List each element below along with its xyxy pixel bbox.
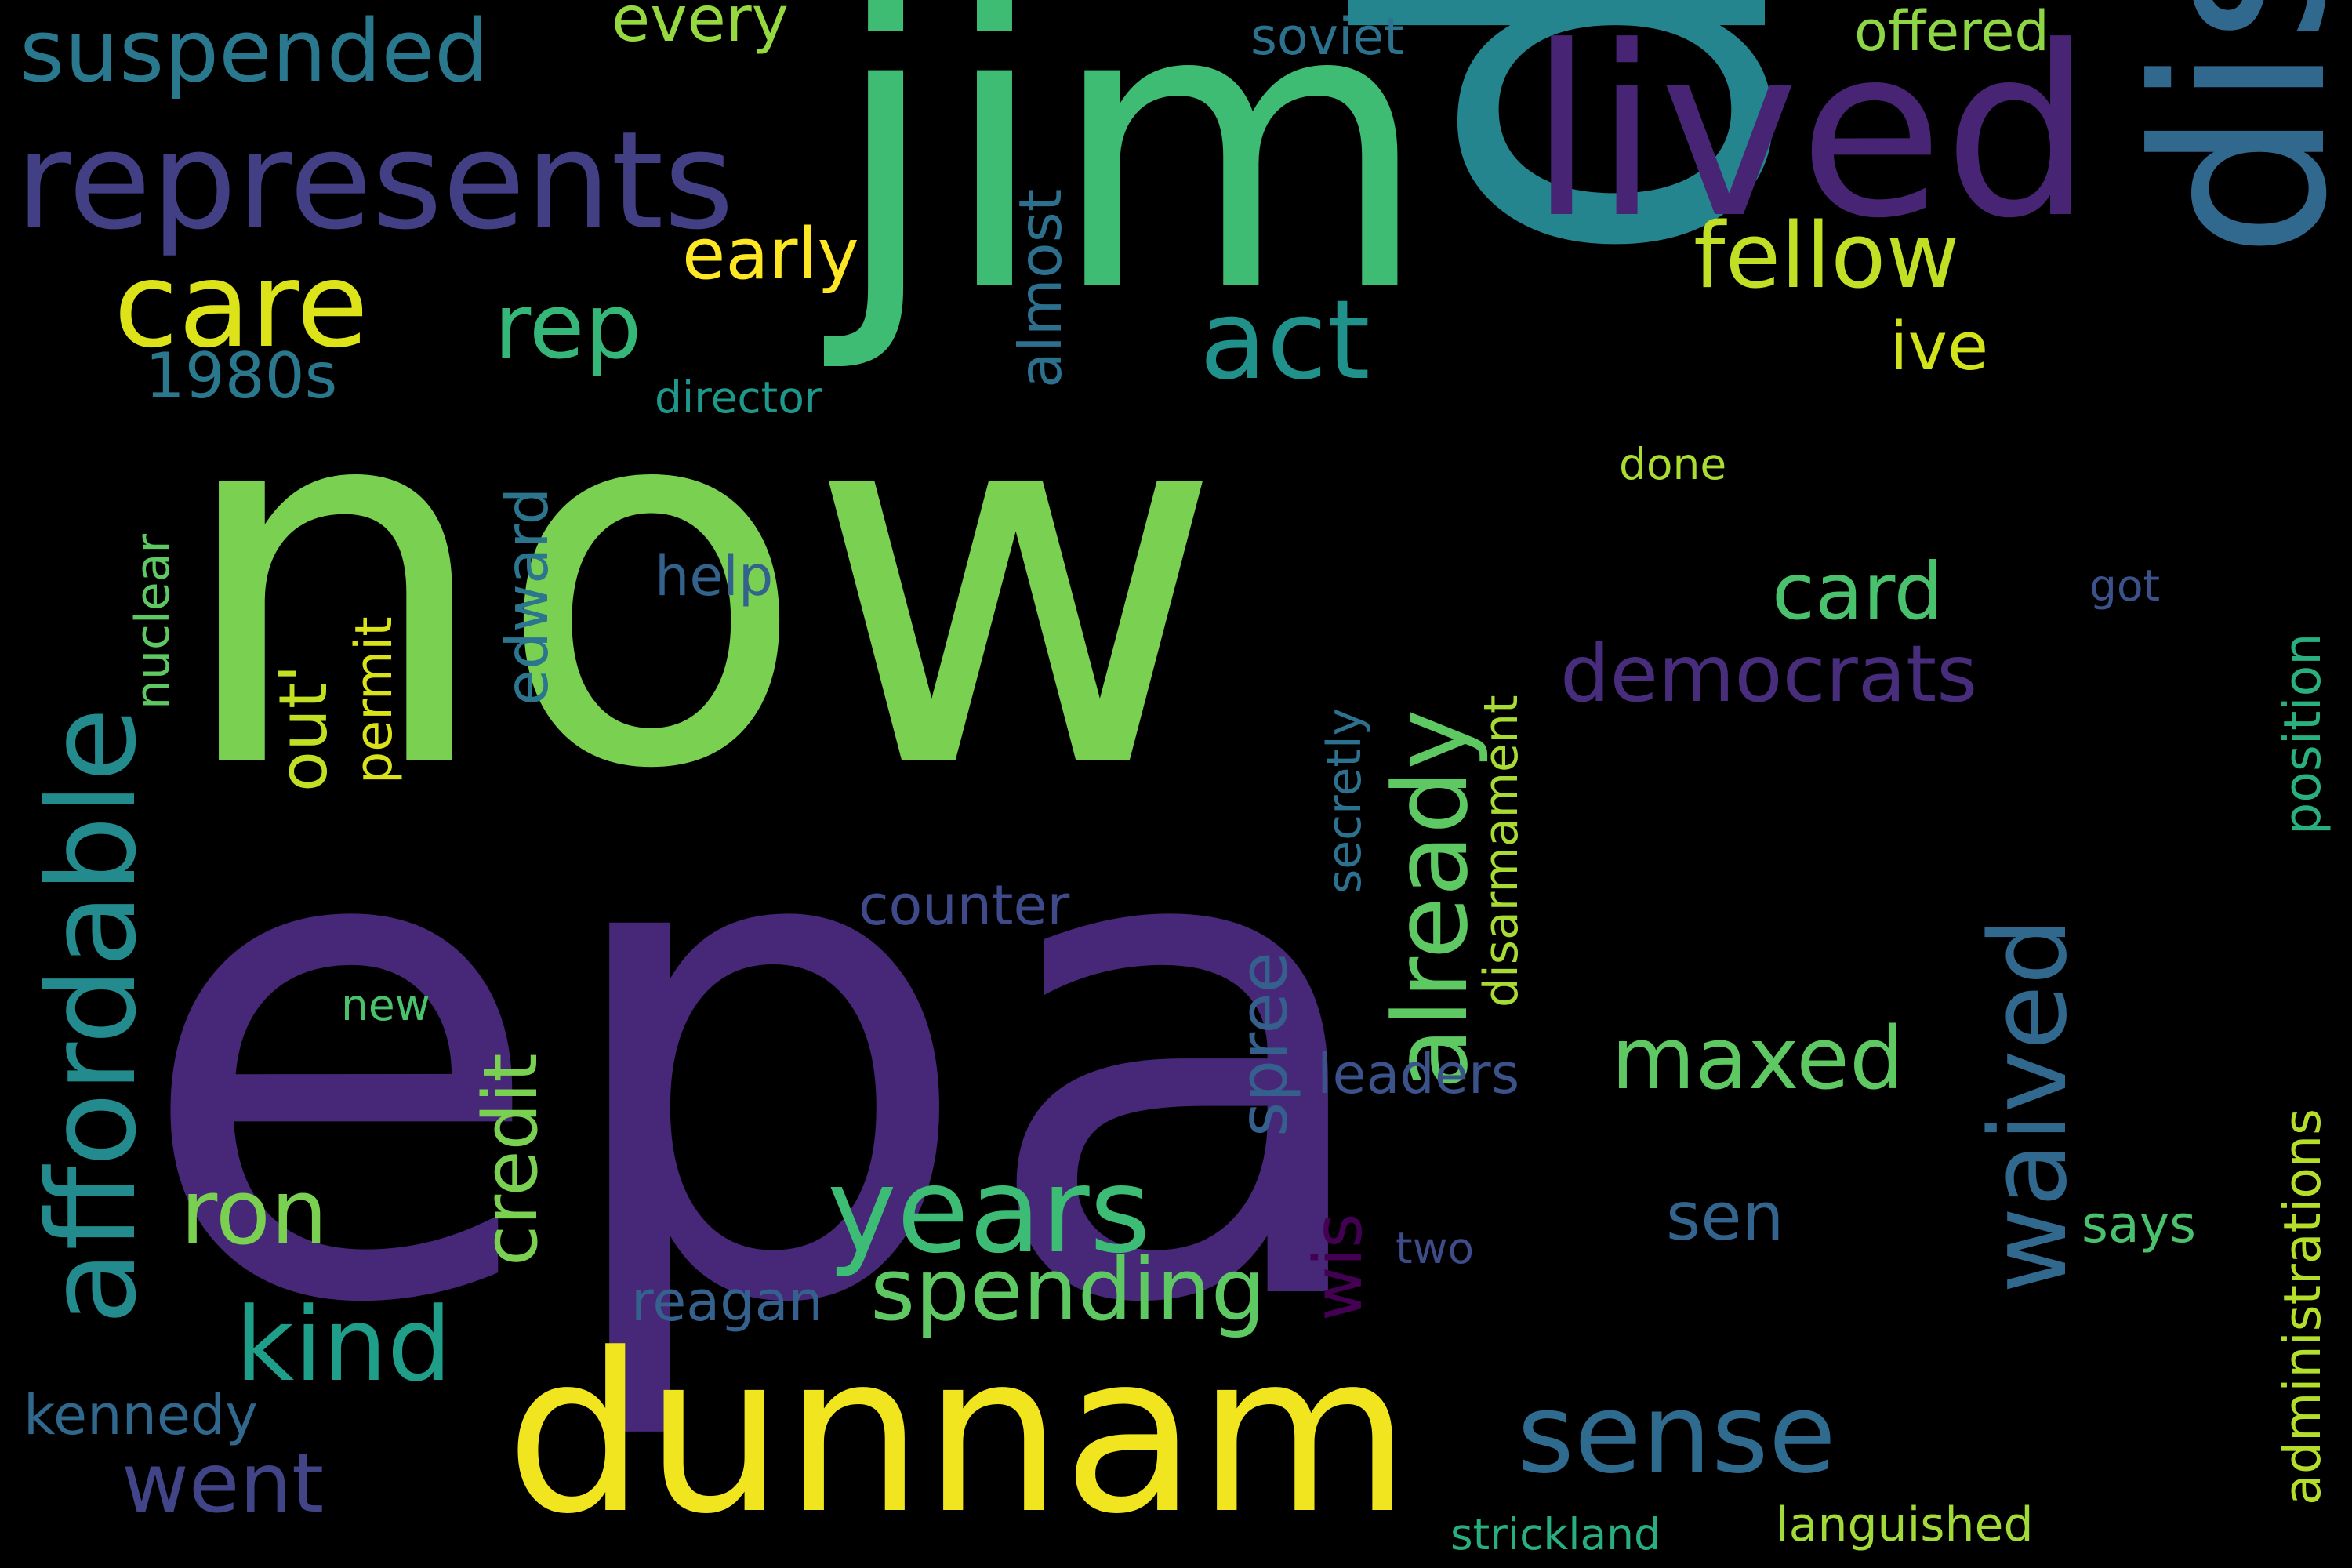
word-wis: wis bbox=[1300, 1213, 1377, 1321]
word-says: says bbox=[2082, 1196, 2197, 1254]
word-represents: represents bbox=[16, 102, 735, 260]
word-waived: waived bbox=[1967, 917, 2090, 1294]
word-help: help bbox=[655, 544, 774, 608]
word-counter: counter bbox=[858, 873, 1070, 938]
word-languished: languished bbox=[1776, 1497, 2034, 1552]
word-done: done bbox=[1619, 439, 1727, 489]
word-spending: spending bbox=[870, 1240, 1266, 1340]
word-sen: sen bbox=[1666, 1178, 1784, 1256]
word-fellow: fellow bbox=[1693, 204, 1960, 309]
word-lived: lived bbox=[1529, 0, 2093, 270]
word-affordable: affordable bbox=[21, 707, 163, 1325]
word-already: already bbox=[1371, 709, 1490, 1090]
word-leaders: leaders bbox=[1317, 1042, 1520, 1106]
word-dunnam: dunnam bbox=[506, 1307, 1411, 1563]
word-ive: ive bbox=[1889, 308, 1989, 386]
word-almost: almost bbox=[1006, 188, 1075, 388]
word-maxed: maxed bbox=[1611, 1008, 1904, 1109]
word-sense: sense bbox=[1517, 1370, 1836, 1498]
word-soviet: soviet bbox=[1250, 8, 1404, 67]
word-epa: epa bbox=[133, 666, 1390, 1450]
word-jim: jim bbox=[831, 0, 1431, 377]
word-nuclear: nuclear bbox=[125, 533, 180, 710]
word-ron: ron bbox=[180, 1160, 328, 1265]
word-disarmament: disarmament bbox=[1474, 695, 1529, 1007]
word-kennedy: kennedy bbox=[24, 1383, 258, 1447]
word-director: director bbox=[655, 372, 822, 423]
word-act: act bbox=[1200, 277, 1370, 405]
word-offered: offered bbox=[1854, 0, 2049, 64]
word-suspended: suspended bbox=[20, 1, 489, 101]
word-got: got bbox=[2089, 561, 2161, 611]
word-rep: rep bbox=[494, 274, 642, 379]
word-early: early bbox=[682, 213, 859, 296]
word-edward: edward bbox=[492, 487, 561, 706]
word-two: two bbox=[1396, 1223, 1475, 1273]
word-1980s: 1980s bbox=[145, 339, 338, 412]
word-administrations: administrations bbox=[2274, 1108, 2332, 1505]
word-permit: permit bbox=[345, 616, 404, 784]
word-spree: spree bbox=[1225, 952, 1303, 1137]
word-now: now bbox=[172, 288, 1225, 880]
word-card: card bbox=[1772, 546, 1944, 637]
word-every: every bbox=[612, 0, 789, 56]
word-new: new bbox=[341, 980, 430, 1030]
word-democrats: democrats bbox=[1560, 628, 1978, 720]
word-went: went bbox=[122, 1436, 325, 1531]
word-years: years bbox=[827, 1143, 1151, 1279]
word-credit: credit bbox=[468, 1053, 554, 1266]
word-strickland: strickland bbox=[1450, 1509, 1661, 1559]
word-kind: kind bbox=[235, 1285, 452, 1404]
word-care: care bbox=[114, 238, 369, 374]
word-district: district bbox=[2105, 0, 2352, 259]
word-out: out' bbox=[265, 664, 343, 792]
word-position: position bbox=[2274, 633, 2332, 835]
word-reagan: reagan bbox=[631, 1269, 823, 1334]
word-secretly: secretly bbox=[1317, 707, 1372, 894]
